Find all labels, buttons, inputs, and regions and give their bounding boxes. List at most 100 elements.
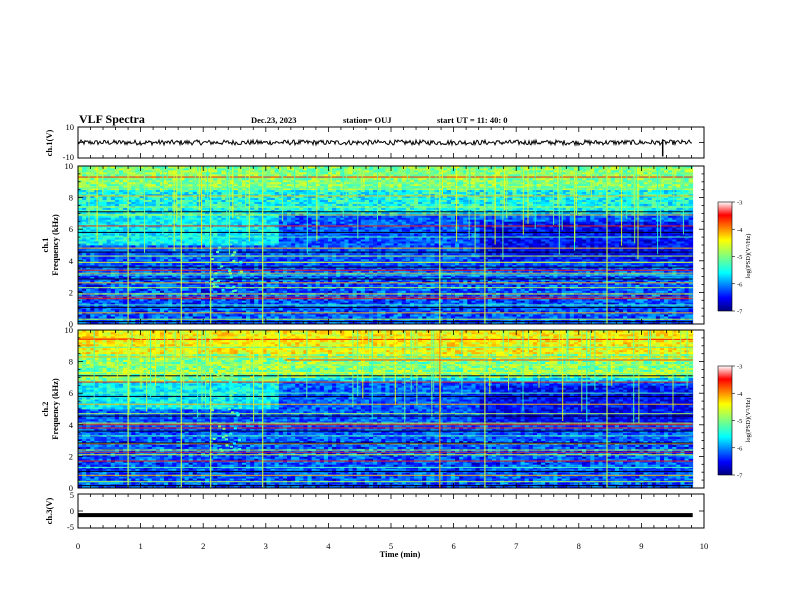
spectrogram-cell [139,191,144,195]
spectrogram-cell [102,252,108,256]
spectrogram-cell [78,179,83,183]
spectrogram-cell [131,276,136,279]
spectrogram-cell [151,177,157,181]
spectrogram-cell [164,221,169,224]
spectrogram-cell [102,316,108,319]
spectrogram-cell [159,203,165,206]
spectrogram-cell [82,209,87,212]
spectrogram-cell [184,239,190,242]
spectrogram-cell [127,179,132,183]
spectrogram-cell [86,282,91,285]
spectrogram-cell [135,203,140,206]
spectrogram-cell [127,243,132,246]
spectrogram-cell [123,248,128,252]
spectrogram-cell [78,264,83,268]
ch1-ytick-top: 10 [66,122,75,132]
spectrogram-cell [102,300,108,303]
spectrogram-cell [159,209,165,212]
spectrogram-cell [110,266,116,270]
spectrogram-cell [184,290,190,293]
spectrogram-cell [139,227,144,230]
spectrogram-cell [110,197,116,200]
spectrogram-cell [114,245,120,248]
spectrogram-cell [98,179,103,183]
spectrogram-cell [102,195,108,199]
spectrogram-cell [168,280,173,283]
spectrogram-cell [98,308,103,311]
spectrogram-cell [188,310,194,313]
spectrogram-cell [188,280,194,283]
spectrogram-cell [151,294,157,297]
spectrogram-cell [86,322,91,324]
spectrogram-cell [114,167,120,171]
spectrogram-cell [94,280,99,283]
spectrogram-cell [164,173,169,177]
spectrogram-cell [82,185,87,189]
spectrogram-cell [110,235,116,238]
spectrogram-cell [143,171,149,175]
spectrogram-cell [127,207,132,210]
spectrogram-cell [147,245,153,248]
spectrogram-cell [98,209,103,212]
spectrogram-cell [151,264,157,268]
spectrogram-cell [114,201,120,204]
spectrogram-cell [164,183,169,187]
spectrogram-cell [98,252,103,256]
spectrogram-cell [184,169,190,173]
spectrogram-cell [155,276,161,279]
spectrogram-cell [164,270,169,274]
spectrogram-cell [118,276,124,279]
spectrogram-cell [151,219,157,222]
spectrogram-cell [188,282,194,285]
spectrogram-cell [180,290,185,293]
spectrogram-cell [164,185,169,189]
spectrogram-cell [159,308,165,311]
spectrogram-cell [123,211,128,214]
spectrogram-cell [151,193,157,197]
spectrogram-cell [127,237,132,240]
spectrogram-cell [123,173,128,177]
spectrogram-cell [127,209,132,212]
spectrogram-cell [176,181,181,185]
spectrogram-cell [151,256,157,260]
spectrogram-cell [98,221,103,224]
spectrogram-cell [98,262,103,266]
spectrogram-cell [188,284,194,287]
spectrogram-cell [98,322,103,324]
spectrogram-cell [143,248,149,252]
spectrogram-cell [127,298,132,301]
spectrogram-cell [147,278,153,281]
spectrogram-cell [127,294,132,297]
spectrogram-cell [159,187,165,191]
spectrogram-cell [90,166,95,169]
spectrogram-cell [110,209,116,212]
spectrogram-cell [184,302,190,305]
spectrogram-cell [110,290,116,293]
spectrogram-cell [123,274,128,278]
spectrogram-cell [98,276,103,279]
spectrogram-cell [176,252,181,256]
spectrogram-cell [127,239,132,242]
spectrogram-cell [168,264,173,268]
spectrogram-cell [106,276,112,279]
spectrogram-cell [143,189,149,193]
spectrogram-cell [123,177,128,181]
spectrogram-cell [106,193,112,197]
spectrogram-cell [78,252,83,256]
spectrogram-cell [114,227,120,230]
spectrogram-cell [188,270,194,274]
spectrogram-cell [90,294,95,297]
spectrogram-cell [82,223,87,226]
spectrogram-cell [139,316,144,319]
spectrogram-cell [192,300,198,303]
spectrogram-cell [131,241,136,244]
spectrogram-cell [164,245,169,248]
spectrogram-cell [147,256,153,260]
spectrogram-cell [98,195,103,199]
spectrogram-cell [180,308,185,311]
spectrogram-cell [78,256,83,260]
spectrogram-cell [86,173,91,177]
spectrogram-cell [188,252,194,256]
spectrogram-cell [184,256,190,260]
spectrogram-cell [155,229,161,232]
